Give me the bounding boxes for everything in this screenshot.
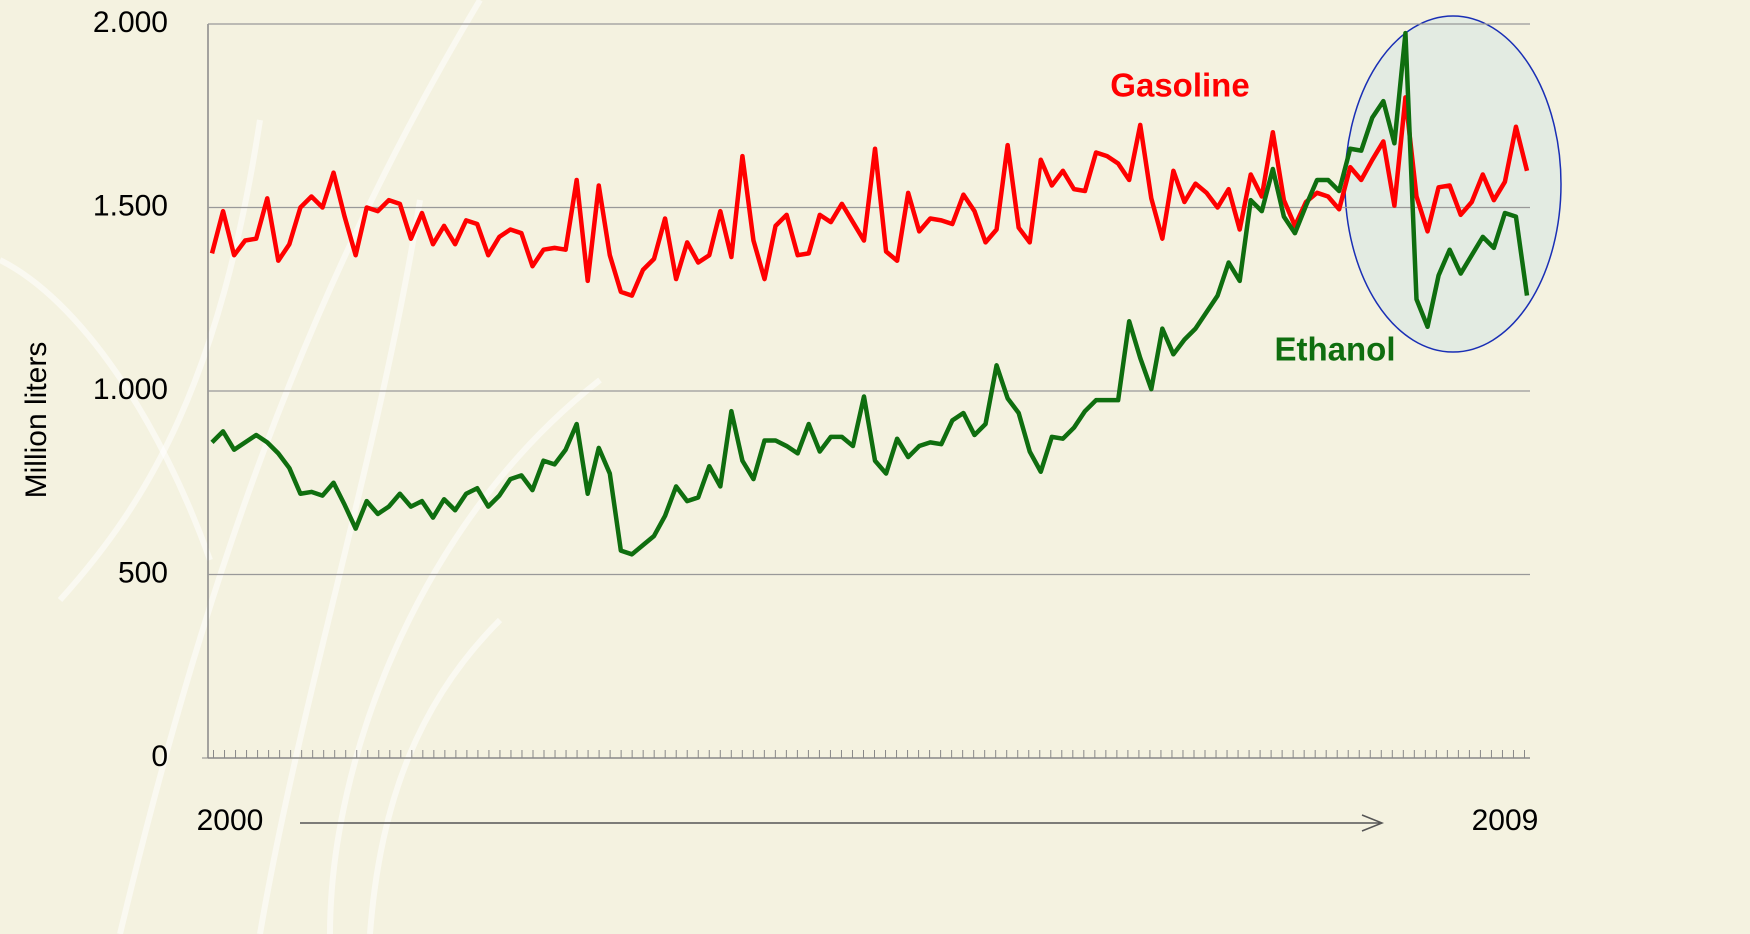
line-series	[210, 30, 1530, 557]
y-tick-label: 1.500	[93, 189, 168, 222]
y-tick-label: 1.000	[93, 373, 168, 406]
series-label: Gasoline	[1110, 67, 1249, 104]
x-tick-label: 2009	[1472, 804, 1539, 837]
series-label: Ethanol	[1275, 331, 1396, 368]
y-axis-label: Million liters	[20, 342, 53, 499]
y-tick-label: 500	[118, 556, 168, 589]
y-tick-label: 2.000	[93, 6, 168, 39]
y-tick-label: 0	[151, 740, 168, 773]
highlight-ellipse	[1344, 15, 1562, 353]
x-tick-label: 2000	[197, 804, 264, 837]
leaf-decoration	[0, 0, 602, 934]
time-arrow-head	[1361, 814, 1385, 832]
